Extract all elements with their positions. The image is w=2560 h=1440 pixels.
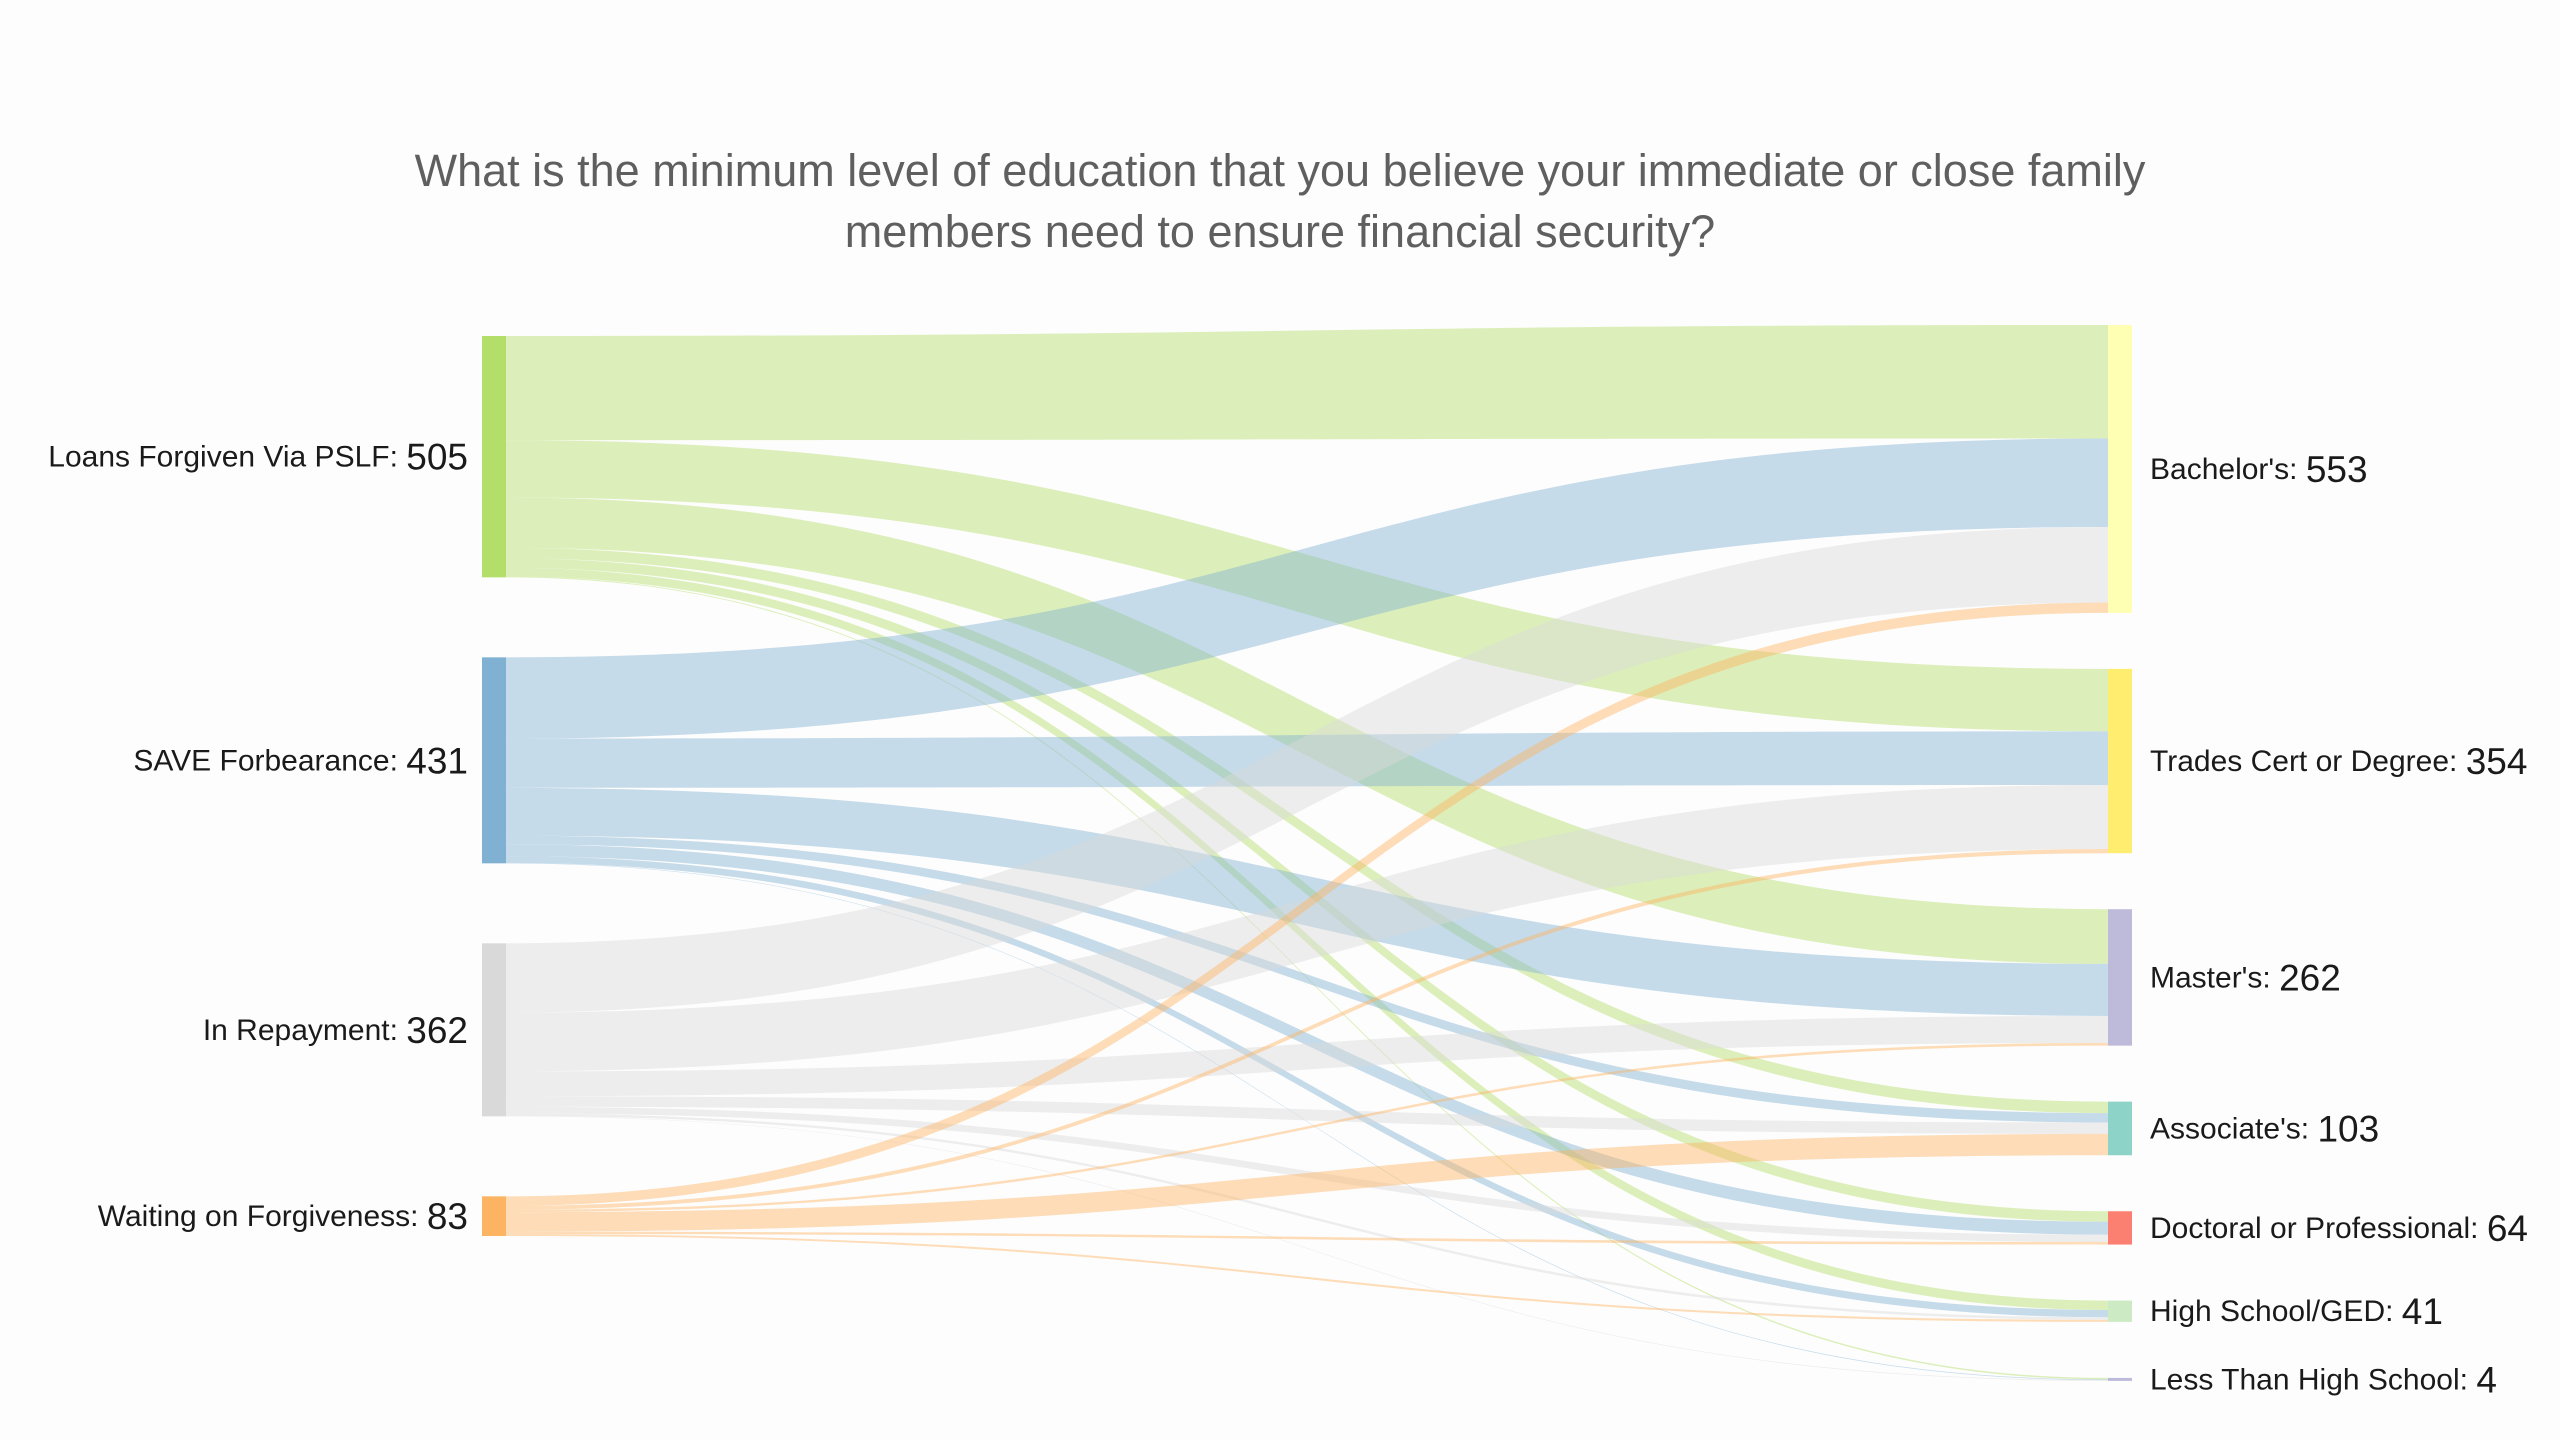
flow-in-repayment-to-master-s bbox=[506, 1015, 2108, 1097]
node-doctoral-or-professional bbox=[2108, 1211, 2132, 1245]
label-save-forbearance: SAVE Forbearance: 431 bbox=[133, 740, 468, 781]
node-trades-cert-or-degree bbox=[2108, 668, 2132, 854]
node-save-forbearance bbox=[482, 657, 506, 864]
node-master-s bbox=[2108, 909, 2132, 1046]
flow-loans-forgiven-via-pslf-to-trades-cert-or-degree bbox=[506, 440, 2108, 732]
node-loans-forgiven-via-pslf bbox=[482, 336, 506, 578]
node-high-school-ged bbox=[2108, 1300, 2132, 1322]
label-waiting-on-forgiveness: Waiting on Forgiveness: 83 bbox=[98, 1196, 468, 1237]
node-labels: Loans Forgiven Via PSLF: 505 SAVE Forbear… bbox=[48, 436, 2528, 1400]
label-loans-forgiven-via-pslf: Loans Forgiven Via PSLF: 505 bbox=[48, 436, 468, 477]
chart-title: What is the minimum level of education t… bbox=[414, 145, 2146, 257]
node-bachelor-s bbox=[2108, 325, 2132, 613]
node-waiting-on-forgiveness bbox=[482, 1196, 506, 1236]
node-in-repayment bbox=[482, 943, 506, 1117]
label-high-school-ged: High School/GED: 41 bbox=[2150, 1291, 2443, 1332]
flow-in-repayment-to-doctoral-or-professional bbox=[506, 1106, 2108, 1242]
flow-in-repayment-to-bachelor-s bbox=[506, 527, 2108, 1013]
label-bachelor-s: Bachelor's: 553 bbox=[2150, 448, 2368, 489]
flow-save-forbearance-to-doctoral-or-professional bbox=[506, 844, 2108, 1235]
flow-waiting-on-forgiveness-to-associate-s bbox=[506, 1133, 2108, 1232]
flow-loans-forgiven-via-pslf-to-doctoral-or-professional bbox=[506, 558, 2108, 1222]
flow-save-forbearance-to-master-s bbox=[506, 787, 2108, 1016]
flow-waiting-on-forgiveness-to-bachelor-s bbox=[506, 602, 2108, 1206]
flow-in-repayment-to-trades-cert-or-degree bbox=[506, 785, 2108, 1072]
flow-save-forbearance-to-high-school-ged bbox=[506, 856, 2108, 1318]
label-doctoral-or-professional: Doctoral or Professional: 64 bbox=[2150, 1207, 2528, 1248]
flow-in-repayment-to-high-school-ged bbox=[506, 1113, 2108, 1320]
node-less-than-high-school bbox=[2108, 1377, 2132, 1381]
label-less-than-high-school: Less Than High School: 4 bbox=[2150, 1359, 2497, 1400]
flow-loans-forgiven-via-pslf-to-bachelor-s bbox=[506, 325, 2108, 441]
flow-loans-forgiven-via-pslf-to-associate-s bbox=[506, 547, 2108, 1114]
flow-loans-forgiven-via-pslf-to-high-school-ged bbox=[506, 567, 2108, 1310]
label-trades-cert-or-degree: Trades Cert or Degree: 354 bbox=[2150, 741, 2527, 782]
label-master-s: Master's: 262 bbox=[2150, 957, 2341, 998]
flow-save-forbearance-to-bachelor-s bbox=[506, 438, 2108, 739]
flow-in-repayment-to-less-than-high-school bbox=[506, 1115, 2108, 1381]
flow-save-forbearance-to-trades-cert-or-degree bbox=[506, 731, 2108, 788]
label-associate-s: Associate's: 103 bbox=[2150, 1108, 2379, 1149]
flow-waiting-on-forgiveness-to-trades-cert-or-degree bbox=[506, 849, 2108, 1210]
flow-save-forbearance-to-associate-s bbox=[506, 835, 2108, 1123]
node-associate-s bbox=[2108, 1101, 2132, 1156]
flow-save-forbearance-to-less-than-high-school bbox=[506, 862, 2108, 1381]
flow-links bbox=[506, 325, 2108, 1381]
flow-loans-forgiven-via-pslf-to-less-than-high-school bbox=[506, 576, 2108, 1380]
nodes bbox=[482, 325, 2132, 1381]
flow-waiting-on-forgiveness-to-doctoral-or-professional bbox=[506, 1231, 2108, 1245]
flow-in-repayment-to-associate-s bbox=[506, 1096, 2108, 1134]
flow-loans-forgiven-via-pslf-to-master-s bbox=[506, 497, 2108, 964]
flow-waiting-on-forgiveness-to-high-school-ged bbox=[506, 1234, 2108, 1322]
label-in-repayment: In Repayment: 362 bbox=[203, 1009, 468, 1050]
flow-waiting-on-forgiveness-to-master-s bbox=[506, 1043, 2108, 1213]
